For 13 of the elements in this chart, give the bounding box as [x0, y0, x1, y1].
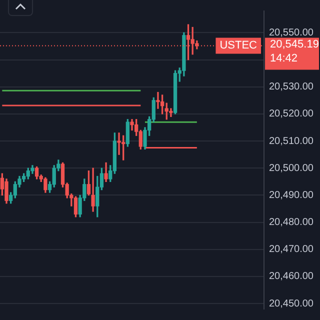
y-tick-label: 20,450.00 — [269, 298, 314, 310]
y-tick-label: 20,460.00 — [269, 271, 314, 282]
y-tick-label: 20,470.00 — [269, 244, 314, 256]
y-tick-label: 20,520.00 — [269, 108, 314, 120]
ref-line-label: USTEC — [220, 40, 258, 52]
y-tick-label: 20,530.00 — [269, 82, 314, 93]
y-tick-label: 20,490.00 — [269, 190, 314, 201]
y-tick-label: 20,510.00 — [269, 136, 314, 147]
y-tick-label: 20,550.00 — [269, 27, 314, 38]
text: 14:42 — [270, 52, 298, 65]
y-tick-label: 20,480.00 — [269, 217, 314, 228]
text: 20,545.19 — [270, 38, 319, 51]
y-tick-label: 20,500.00 — [269, 162, 314, 174]
